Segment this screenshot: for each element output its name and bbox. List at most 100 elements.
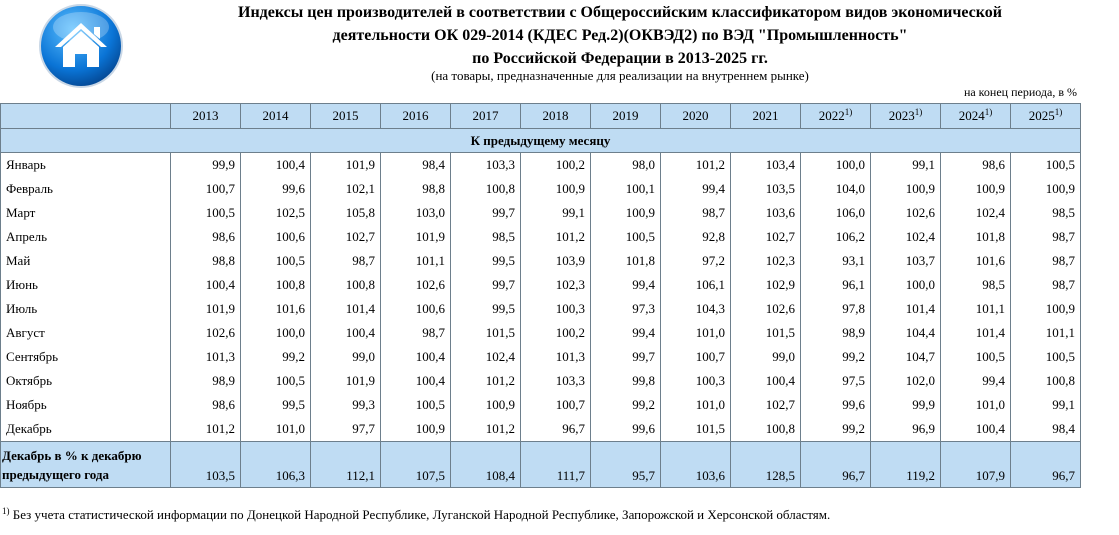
value-cell: 99,7: [450, 201, 521, 225]
value-cell: 99,1: [520, 201, 591, 225]
row-label: Апрель: [0, 225, 171, 249]
value-cell: 97,3: [590, 297, 661, 321]
corner-cell: [0, 103, 171, 129]
value-cell: 103,6: [660, 441, 731, 488]
month-row: Декабрь 101,2 101,0 97,7 100,9 101,2 96,7 99,6 1…: [0, 417, 1081, 442]
value-cell: 100,5: [380, 393, 451, 417]
value-cell: 103,0: [380, 201, 451, 225]
year-label: 2018: [542, 108, 569, 123]
value-cell: 98,6: [170, 225, 241, 249]
value-cell: 100,9: [1010, 297, 1081, 321]
year-label: 2020: [682, 108, 709, 123]
month-row: Май 98,8 100,5 98,7 101,1 99,5 103,9 101,8 97,2 1…: [0, 249, 1081, 273]
value-cell: 100,6: [240, 225, 311, 249]
value-cell: 98,5: [940, 273, 1011, 297]
value-cell: 99,6: [590, 417, 661, 442]
value-cell: 100,5: [240, 249, 311, 273]
value-cell: 100,9: [520, 177, 591, 201]
value-cell: 102,7: [730, 393, 801, 417]
note-marker: 1): [914, 107, 923, 117]
value-cell: 100,7: [520, 393, 591, 417]
month-row: Январь 99,9 100,4 101,9 98,4 103,3 100,2 98,0 10…: [0, 152, 1081, 177]
value-cell: 93,1: [800, 249, 871, 273]
value-cell: 103,5: [170, 441, 241, 488]
value-cell: 102,6: [730, 297, 801, 321]
value-cell: 112,1: [310, 441, 381, 488]
value-cell: 106,0: [800, 201, 871, 225]
value-cell: 107,5: [380, 441, 451, 488]
column-header: 20231): [870, 103, 941, 129]
value-cell: 103,3: [520, 369, 591, 393]
value-cell: 111,7: [520, 441, 591, 488]
row-label: Август: [0, 321, 171, 345]
value-cell: 100,3: [660, 369, 731, 393]
value-cell: 104,3: [660, 297, 731, 321]
value-cell: 103,9: [520, 249, 591, 273]
value-cell: 102,4: [940, 201, 1011, 225]
home-icon[interactable]: [38, 3, 124, 89]
value-cell: 102,4: [450, 345, 521, 369]
column-header: 20251): [1010, 103, 1081, 129]
value-cell: 99,6: [240, 177, 311, 201]
value-cell: 97,2: [660, 249, 731, 273]
value-cell: 102,3: [730, 249, 801, 273]
value-cell: 98,4: [380, 152, 451, 177]
year-label: 2021: [752, 108, 779, 123]
value-cell: 101,1: [940, 297, 1011, 321]
value-cell: 100,5: [590, 225, 661, 249]
price-index-table: 2013 2014 2015 2016 2017 2018 2019 2020 2021 2022…: [0, 103, 1081, 488]
value-cell: 100,1: [590, 177, 661, 201]
row-label: Октябрь: [0, 369, 171, 393]
value-cell: 99,4: [590, 321, 661, 345]
row-label: Январь: [0, 152, 171, 177]
row-label: Июль: [0, 297, 171, 321]
value-cell: 96,9: [870, 417, 941, 442]
row-label: Май: [0, 249, 171, 273]
value-cell: 92,8: [660, 225, 731, 249]
value-cell: 100,4: [730, 369, 801, 393]
value-cell: 99,2: [800, 345, 871, 369]
year-label: 2015: [332, 108, 359, 123]
value-cell: 97,5: [800, 369, 871, 393]
month-row: Октябрь 98,9 100,5 101,9 100,4 101,2 103,3 99,8…: [0, 369, 1081, 393]
value-cell: 101,9: [380, 225, 451, 249]
year-label: 2016: [402, 108, 429, 123]
value-cell: 99,5: [240, 393, 311, 417]
value-cell: 101,1: [380, 249, 451, 273]
year-label: 2017: [472, 108, 499, 123]
row-label: Декабрь в % к декабрю предыдущего года: [0, 441, 171, 488]
year-label: 2023: [888, 108, 915, 123]
column-header: 2019: [590, 103, 661, 129]
value-cell: 97,8: [800, 297, 871, 321]
value-cell: 96,7: [1010, 441, 1081, 488]
value-cell: 100,5: [170, 201, 241, 225]
title: Индексы цен производителей в соответстви…: [170, 1, 1070, 70]
column-header: 2014: [240, 103, 311, 129]
title-line: деятельности ОК 029-2014 (КДЕС Ред.2)(ОК…: [332, 27, 908, 44]
month-row: Ноябрь 98,6 99,5 99,3 100,5 100,9 100,7 99,2 101…: [0, 393, 1081, 417]
value-cell: 98,6: [170, 393, 241, 417]
value-cell: 100,8: [310, 273, 381, 297]
value-cell: 97,7: [310, 417, 381, 442]
value-cell: 99,2: [800, 417, 871, 442]
value-cell: 128,5: [730, 441, 801, 488]
value-cell: 101,6: [940, 249, 1011, 273]
value-cell: 101,4: [310, 297, 381, 321]
row-label: Ноябрь: [0, 393, 171, 417]
value-cell: 101,5: [660, 417, 731, 442]
year-label: 2022: [818, 108, 845, 123]
value-cell: 99,4: [660, 177, 731, 201]
value-cell: 100,7: [170, 177, 241, 201]
value-cell: 99,5: [450, 297, 521, 321]
value-cell: 108,4: [450, 441, 521, 488]
value-cell: 100,5: [240, 369, 311, 393]
value-cell: 100,4: [240, 152, 311, 177]
value-cell: 98,7: [310, 249, 381, 273]
value-cell: 102,6: [170, 321, 241, 345]
value-cell: 100,4: [380, 345, 451, 369]
value-cell: 101,4: [940, 321, 1011, 345]
value-cell: 99,7: [450, 273, 521, 297]
month-row: Апрель 98,6 100,6 102,7 101,9 98,5 101,2 100,5 9…: [0, 225, 1081, 249]
value-cell: 102,6: [870, 201, 941, 225]
value-cell: 100,2: [520, 321, 591, 345]
